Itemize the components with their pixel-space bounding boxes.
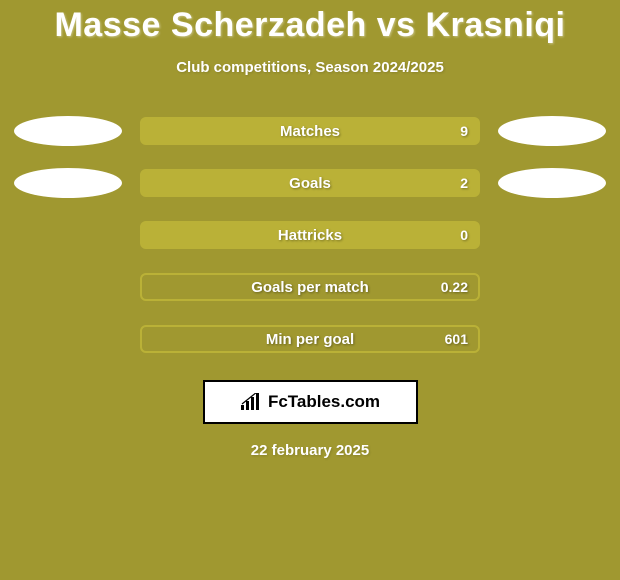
spacer [14, 272, 122, 302]
spacer [498, 220, 606, 250]
stat-row: Goals 2 [0, 168, 620, 198]
stat-bar: Matches 9 [140, 117, 480, 145]
date-text: 22 february 2025 [0, 442, 620, 459]
spacer [498, 324, 606, 354]
stat-row: Matches 9 [0, 116, 620, 146]
stats-list: Matches 9 Goals 2 Hattricks 0 Goals per match 0… [0, 116, 620, 354]
logo-text: FcTables.com [268, 392, 380, 412]
stat-value: 601 [445, 331, 468, 347]
player-right-ellipse [498, 168, 606, 198]
player-right-ellipse [498, 116, 606, 146]
player-left-ellipse [14, 168, 122, 198]
stat-value: 0.22 [441, 279, 468, 295]
logo-box: FcTables.com [203, 380, 418, 424]
bar-chart-icon [240, 393, 262, 411]
stat-label: Goals per match [251, 279, 369, 296]
stat-row: Hattricks 0 [0, 220, 620, 250]
stat-value: 0 [460, 227, 468, 243]
stat-bar: Hattricks 0 [140, 221, 480, 249]
player-left-ellipse [14, 116, 122, 146]
spacer [14, 220, 122, 250]
spacer [498, 272, 606, 302]
spacer [14, 324, 122, 354]
page-subtitle: Club competitions, Season 2024/2025 [0, 59, 620, 76]
stat-bar: Min per goal 601 [140, 325, 480, 353]
stat-bar: Goals 2 [140, 169, 480, 197]
comparison-infographic: Masse Scherzadeh vs Krasniqi Club compet… [0, 0, 620, 580]
stat-label: Matches [280, 123, 340, 140]
stat-row: Min per goal 601 [0, 324, 620, 354]
stat-value: 9 [460, 123, 468, 139]
stat-row: Goals per match 0.22 [0, 272, 620, 302]
stat-label: Min per goal [266, 331, 354, 348]
stat-value: 2 [460, 175, 468, 191]
stat-bar: Goals per match 0.22 [140, 273, 480, 301]
stat-label: Goals [289, 175, 331, 192]
page-title: Masse Scherzadeh vs Krasniqi [0, 0, 620, 45]
stat-label: Hattricks [278, 227, 342, 244]
